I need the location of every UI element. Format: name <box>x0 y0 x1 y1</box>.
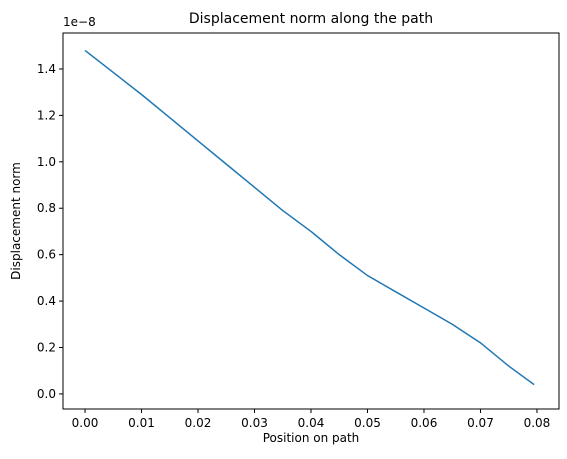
x-tick-label: 0.04 <box>298 416 325 430</box>
x-axis-label: Position on path <box>263 431 360 445</box>
x-tick-label: 0.02 <box>185 416 212 430</box>
y-tick-label: 1.4 <box>37 62 56 76</box>
data-line <box>84 49 535 386</box>
axes-frame <box>62 32 560 410</box>
y-tick-label: 0.8 <box>37 201 56 215</box>
y-tick-label: 0.4 <box>37 294 56 308</box>
y-tick-label: 0.0 <box>37 387 56 401</box>
x-tick-label: 0.06 <box>411 416 438 430</box>
x-tick-label: 0.01 <box>128 416 155 430</box>
x-tick-label: 0.08 <box>524 416 551 430</box>
x-tick-label: 0.00 <box>72 416 99 430</box>
x-tick-label: 0.03 <box>241 416 268 430</box>
chart-title: Displacement norm along the path <box>189 11 433 27</box>
x-tick-label: 0.07 <box>467 416 494 430</box>
y-tick-label: 1.2 <box>37 108 56 122</box>
y-tick-label: 1.0 <box>37 155 56 169</box>
y-offset-label: 1e−8 <box>63 15 96 29</box>
x-tick-label: 0.05 <box>354 416 381 430</box>
y-tick-label: 0.6 <box>37 248 56 262</box>
y-axis-label: Displacement norm <box>9 162 23 280</box>
y-tick-label: 0.2 <box>37 340 56 354</box>
